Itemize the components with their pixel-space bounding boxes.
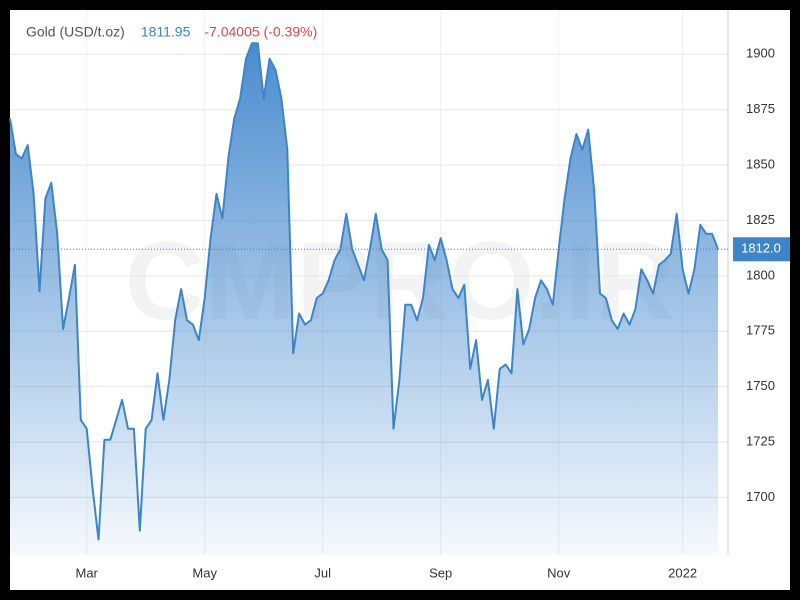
area-fill bbox=[10, 43, 718, 555]
chart-title: Gold (USD/t.oz) bbox=[26, 24, 125, 40]
y-tick-label: 1725 bbox=[746, 433, 775, 448]
y-tick-label: 1750 bbox=[746, 378, 775, 393]
price: 1811.95 bbox=[141, 24, 191, 40]
x-tick-label: Jul bbox=[314, 565, 331, 580]
price-line bbox=[9, 42, 719, 541]
y-tick-label: 1800 bbox=[746, 267, 775, 282]
price-marker-badge bbox=[733, 237, 790, 262]
x-tick-label: May bbox=[192, 565, 217, 580]
x-tick-label: 2022 bbox=[668, 565, 697, 580]
y-tick-label: 1775 bbox=[746, 323, 775, 338]
price-marker-label: 1812.0 bbox=[741, 241, 781, 256]
y-tick-label: 1900 bbox=[746, 46, 775, 61]
y-tick-label: 1700 bbox=[746, 489, 775, 504]
price-change: -7.04005 (-0.39%) bbox=[204, 24, 317, 40]
x-tick-label: Nov bbox=[547, 565, 571, 580]
x-tick-label: Sep bbox=[429, 565, 452, 580]
y-tick-label: 1825 bbox=[746, 212, 775, 227]
x-tick-label: Mar bbox=[76, 565, 99, 580]
y-tick-label: 1850 bbox=[746, 157, 775, 172]
y-tick-label: 1875 bbox=[746, 101, 775, 116]
